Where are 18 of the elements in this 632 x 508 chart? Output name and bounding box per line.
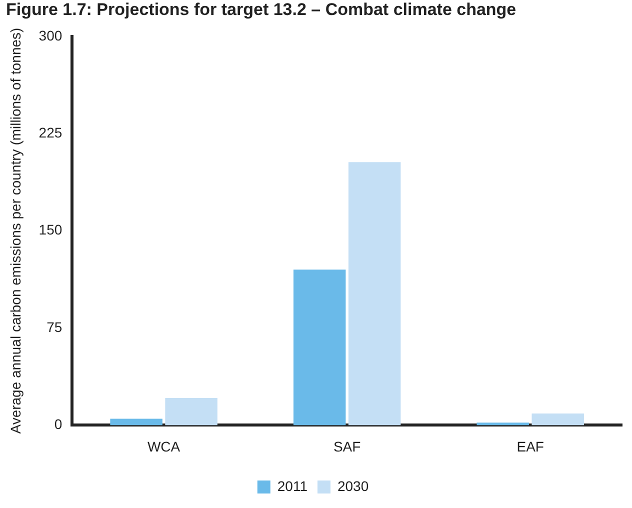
bar [532, 414, 584, 426]
chart-title: Figure 1.7: Projections for target 13.2 – Combat climate change [6, 0, 516, 20]
bar [293, 270, 346, 426]
bar [476, 422, 529, 426]
y-axis-title: Average annual carbon emissions per country (millions of tonnes) [7, 28, 24, 434]
y-tick-label: 150 [38, 222, 62, 238]
legend-label: 2030 [337, 478, 369, 494]
y-tick-label: 300 [38, 27, 62, 44]
y-tick-label: 0 [54, 416, 62, 432]
x-tick-label: EAF [516, 438, 544, 454]
bar [110, 418, 162, 426]
y-tick-label: 75 [46, 318, 62, 335]
x-tick-label: WCA [147, 438, 181, 454]
legend-label: 2011 [277, 478, 308, 494]
bar [165, 398, 218, 426]
bar [348, 162, 401, 426]
x-tick-label: SAF [333, 438, 361, 454]
y-tick-label: 225 [38, 124, 62, 140]
